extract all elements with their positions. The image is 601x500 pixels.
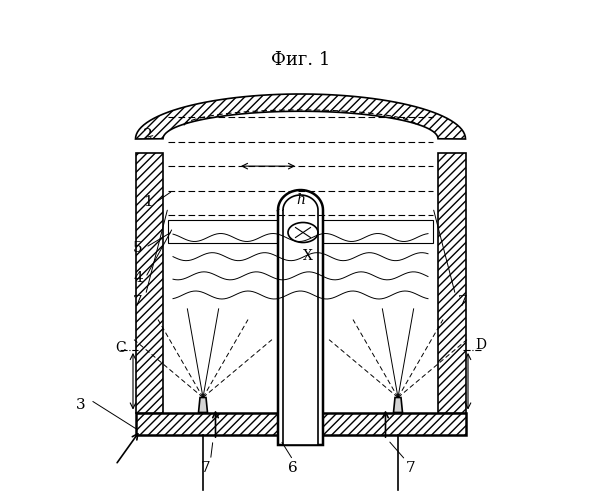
Text: 7: 7 — [133, 296, 143, 310]
Polygon shape — [135, 152, 163, 412]
Text: 7: 7 — [406, 460, 415, 474]
Text: 6: 6 — [288, 460, 298, 474]
Text: 2: 2 — [143, 128, 153, 142]
Text: Фиг. 1: Фиг. 1 — [271, 51, 330, 69]
Polygon shape — [283, 195, 318, 445]
Text: X: X — [303, 249, 313, 263]
Polygon shape — [135, 412, 466, 435]
Text: 1: 1 — [143, 196, 153, 209]
Text: 7: 7 — [458, 296, 468, 310]
Text: 7: 7 — [201, 460, 210, 474]
Polygon shape — [198, 398, 207, 412]
Text: h: h — [296, 193, 305, 207]
Text: C: C — [115, 340, 126, 354]
Polygon shape — [394, 398, 403, 412]
Bar — [168, 220, 433, 242]
Text: D: D — [475, 338, 486, 352]
Text: 3: 3 — [76, 398, 85, 412]
Polygon shape — [278, 190, 323, 445]
Polygon shape — [438, 152, 466, 412]
Polygon shape — [135, 94, 466, 139]
Text: 5: 5 — [133, 240, 143, 254]
Text: 4: 4 — [133, 270, 143, 284]
